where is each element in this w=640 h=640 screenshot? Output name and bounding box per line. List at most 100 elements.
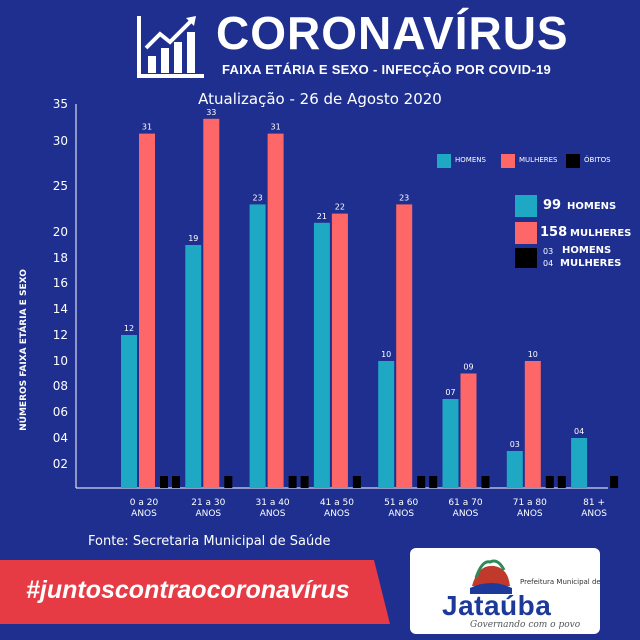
deaths-women-label: MULHERES xyxy=(560,258,622,269)
bar-label-mulheres: 23 xyxy=(399,193,409,202)
bar-homens xyxy=(313,222,330,489)
page-subtitle: FAIXA ETÁRIA E SEXO - INFECÇÃO POR COVID… xyxy=(222,62,552,77)
legend-label-obitos: ÓBITOS xyxy=(584,156,611,164)
x-tick-label: 21 a 30 xyxy=(191,498,225,508)
bar-mulheres xyxy=(203,118,220,489)
bar-mulheres xyxy=(331,213,348,488)
x-tick-label: ANOS xyxy=(453,509,479,519)
bar-label-homens: 12 xyxy=(124,324,134,333)
x-tick-label: 0 a 20 xyxy=(130,498,159,508)
y-tick-label: 06 xyxy=(53,405,68,419)
total-women-label: MULHERES xyxy=(570,228,632,239)
hashtag-text: #juntoscontraocoronavírus xyxy=(26,576,350,604)
legend-label-mulheres: MULHERES xyxy=(519,156,558,164)
marker-obitos xyxy=(557,476,566,488)
bar-homens xyxy=(571,438,588,488)
marker-obitos xyxy=(545,476,554,488)
bar-label-mulheres: 10 xyxy=(528,350,538,359)
y-tick-label: 04 xyxy=(53,431,68,445)
x-tick-label: ANOS xyxy=(388,509,414,519)
x-tick-label: ANOS xyxy=(195,509,221,519)
legend-swatch-mulheres xyxy=(501,154,515,168)
logo-sun-icon xyxy=(470,559,512,594)
x-tick-label: ANOS xyxy=(260,509,286,519)
marker-obitos xyxy=(429,476,438,488)
deaths-men-count: 03 xyxy=(543,247,554,256)
legend-swatch-homens xyxy=(437,154,451,168)
marker-obitos xyxy=(160,476,168,488)
x-tick-label: 31 a 40 xyxy=(256,498,290,508)
x-tick-label: 71 a 80 xyxy=(513,498,547,508)
logo-small-text: Prefeitura Municipal de xyxy=(520,578,601,586)
y-tick-label: 35 xyxy=(53,97,68,111)
bar-mulheres xyxy=(139,133,155,488)
legend-label-homens: HOMENS xyxy=(455,156,486,164)
y-tick-label: 16 xyxy=(53,276,68,290)
x-tick-label: 41 a 50 xyxy=(320,498,354,508)
total-women-swatch xyxy=(515,222,537,244)
chart-icon xyxy=(137,16,204,78)
logo-name: Jataúba xyxy=(442,590,552,621)
marker-obitos xyxy=(224,476,233,488)
bar-mulheres xyxy=(267,133,284,488)
total-women-count: 158 xyxy=(540,225,568,240)
y-axis-title: NÚMEROS FAIXA ETÁRIA E SEXO xyxy=(17,269,29,431)
total-deaths-swatch xyxy=(515,248,537,268)
bar-homens xyxy=(249,204,266,488)
marker-obitos xyxy=(417,476,426,488)
bar-mulheres xyxy=(460,373,477,488)
bar-label-homens: 23 xyxy=(253,193,263,202)
deaths-women-count: 04 xyxy=(543,259,554,268)
marker-obitos xyxy=(610,476,619,488)
bar-label-homens: 19 xyxy=(188,234,198,243)
bar-label-mulheres: 22 xyxy=(335,203,345,212)
x-tick-label: ANOS xyxy=(517,509,543,519)
y-tick-label: 02 xyxy=(53,457,68,471)
y-tick-label: 08 xyxy=(53,379,68,393)
y-tick-label: 18 xyxy=(53,251,68,265)
bar-label-mulheres: 09 xyxy=(463,363,473,372)
y-tick-label: 10 xyxy=(53,354,68,368)
page-title: CORONAVÍRUS xyxy=(216,7,569,59)
x-tick-label: 61 a 70 xyxy=(448,498,482,508)
y-tick-label: 12 xyxy=(53,328,68,342)
bar-label-homens: 07 xyxy=(445,388,455,397)
bar-homens xyxy=(378,361,395,488)
y-tick-label: 25 xyxy=(53,179,68,193)
marker-obitos xyxy=(352,476,361,488)
bar-homens xyxy=(185,245,202,488)
total-men-label: HOMENS xyxy=(567,201,617,212)
bar-homens xyxy=(121,335,137,488)
marker-obitos xyxy=(481,476,490,488)
logo-slogan: Governando com o povo xyxy=(470,620,581,630)
y-tick-label: 30 xyxy=(53,134,68,148)
x-tick-label: 51 a 60 xyxy=(384,498,418,508)
marker-obitos xyxy=(172,476,180,488)
source-note: Fonte: Secretaria Municipal de Saúde xyxy=(88,534,331,549)
bar-label-homens: 03 xyxy=(510,440,520,449)
total-men-count: 99 xyxy=(543,198,562,213)
x-tick-label: 81 + xyxy=(583,498,605,508)
bar-label-homens: 04 xyxy=(574,427,584,436)
x-tick-label: ANOS xyxy=(581,509,607,519)
bar-mulheres xyxy=(524,361,541,488)
marker-obitos xyxy=(288,476,297,488)
bar-label-homens: 21 xyxy=(317,212,327,221)
x-tick-label: ANOS xyxy=(324,509,350,519)
bar-label-mulheres: 33 xyxy=(206,108,216,117)
x-tick-label: ANOS xyxy=(131,509,157,519)
deaths-men-label: HOMENS xyxy=(562,245,612,256)
bar-label-mulheres: 31 xyxy=(271,123,281,132)
total-men-swatch xyxy=(515,195,537,217)
bar-label-homens: 10 xyxy=(381,350,391,359)
bar-homens xyxy=(506,451,523,488)
bar-homens xyxy=(442,399,459,488)
marker-obitos xyxy=(300,476,309,488)
y-tick-label: 14 xyxy=(53,302,68,316)
update-date: Atualização - 26 de Agosto 2020 xyxy=(198,90,442,108)
bar-mulheres xyxy=(396,204,413,488)
bar-label-mulheres: 31 xyxy=(142,123,152,132)
legend-swatch-obitos xyxy=(566,154,580,168)
